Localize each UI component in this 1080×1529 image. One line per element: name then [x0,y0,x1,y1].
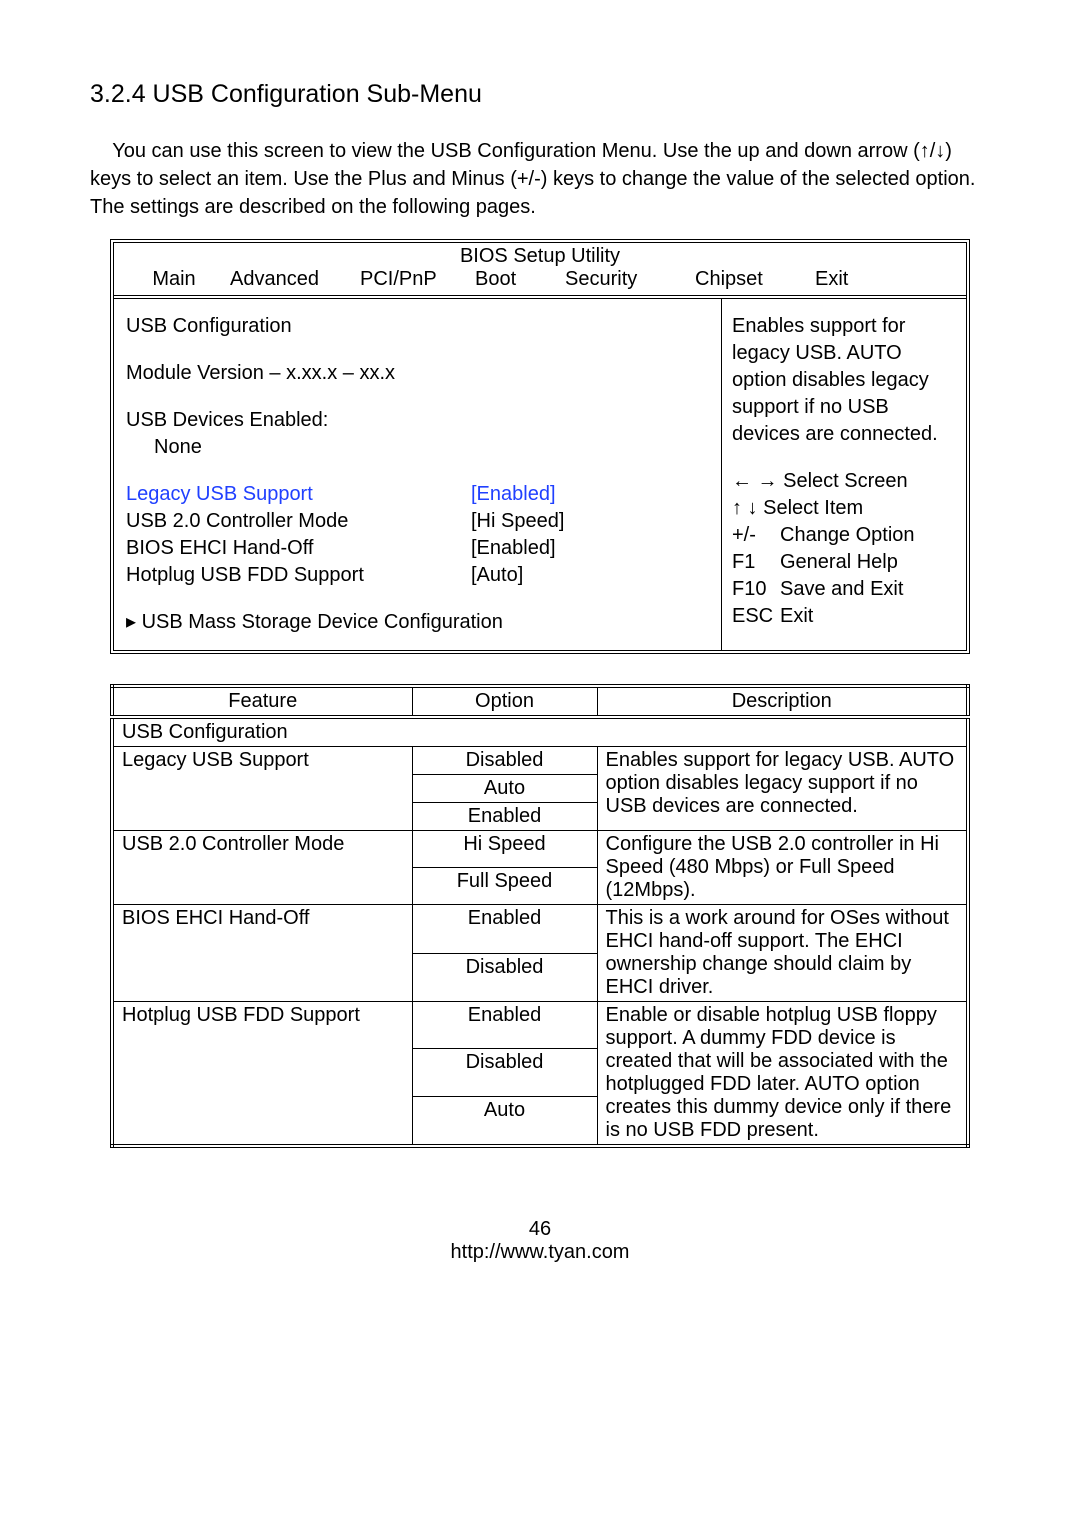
feature-table: Feature Option Description USB Configura… [110,684,970,1148]
setting-label: Legacy USB Support [126,481,471,508]
setting-value: [Hi Speed] [471,508,709,535]
intro-paragraph: You can use this screen to view the USB … [90,137,990,221]
feature-option: Disabled [412,1049,597,1096]
submenu-usb-mass-storage[interactable]: ▸ USB Mass Storage Device Configuration [126,609,709,636]
feature-name: Legacy USB Support [112,747,412,831]
bios-setting-row[interactable]: Legacy USB Support[Enabled] [126,481,709,508]
setting-value: [Enabled] [471,535,709,562]
bios-title: BIOS Setup Utility [114,243,966,268]
setting-value: [Auto] [471,562,709,589]
feature-name: BIOS EHCI Hand-Off [112,905,412,1002]
feature-option: Enabled [412,905,597,954]
feature-option: Auto [412,1096,597,1146]
page-number: 46 [90,1218,990,1241]
tab-exit[interactable]: Exit [809,268,869,291]
feature-name: Hotplug USB FDD Support [112,1002,412,1147]
page-footer: 46 http://www.tyan.com [90,1218,990,1264]
tab-security[interactable]: Security [559,268,689,291]
bios-help-pane: Enables support for legacy USB. AUTO opt… [721,299,966,650]
nav-select-item: ↑ ↓ Select Item [732,495,958,522]
feature-option: Hi Speed [412,831,597,868]
bios-setting-row[interactable]: USB 2.0 Controller Mode[Hi Speed] [126,508,709,535]
feature-description: Enables support for legacy USB. AUTO opt… [597,747,968,831]
help-text: Enables support for legacy USB. AUTO opt… [732,313,958,448]
feature-option: Disabled [412,953,597,1002]
tab-pcipnp[interactable]: PCI/PnP [354,268,469,291]
nav-key-help: F1 [732,549,780,576]
setting-label: Hotplug USB FDD Support [126,562,471,589]
feature-option: Disabled [412,747,597,775]
tab-advanced[interactable]: Advanced [224,268,354,291]
feature-option: Auto [412,775,597,803]
feature-option: Enabled [412,1002,597,1049]
col-header-option: Option [412,686,597,717]
tab-main[interactable]: Main [124,268,224,291]
feature-option: Full Speed [412,868,597,905]
nav-label-change: Change Option [780,522,915,549]
bios-setting-row[interactable]: Hotplug USB FDD Support[Auto] [126,562,709,589]
usb-devices-label: USB Devices Enabled: [126,407,709,434]
section-heading: 3.2.4 USB Configuration Sub-Menu [90,80,990,109]
nav-label-help: General Help [780,549,898,576]
nav-label-save: Save and Exit [780,576,903,603]
bios-tab-bar: Main Advanced PCI/PnP Boot Security Chip… [114,268,966,299]
feature-name: USB 2.0 Controller Mode [112,831,412,905]
nav-select-screen: ← → Select Screen [732,468,958,495]
module-version: Module Version – x.xx.x – xx.x [126,360,709,387]
nav-key-change: +/- [732,522,780,549]
feature-description: Enable or disable hotplug USB floppy sup… [597,1002,968,1147]
table-section-row: USB Configuration [112,717,968,747]
bios-left-pane: USB Configuration Module Version – x.xx.… [114,299,721,650]
setting-value: [Enabled] [471,481,709,508]
col-header-desc: Description [597,686,968,717]
bios-setup-box: BIOS Setup Utility Main Advanced PCI/PnP… [110,239,970,654]
bios-section-title: USB Configuration [126,313,709,340]
setting-label: BIOS EHCI Hand-Off [126,535,471,562]
feature-description: Configure the USB 2.0 controller in Hi S… [597,831,968,905]
usb-devices-value: None [126,434,709,461]
col-header-feature: Feature [112,686,412,717]
feature-option: Enabled [412,803,597,831]
bios-setting-row[interactable]: BIOS EHCI Hand-Off[Enabled] [126,535,709,562]
nav-key-exit: ESC [732,603,780,630]
tab-boot[interactable]: Boot [469,268,559,291]
setting-label: USB 2.0 Controller Mode [126,508,471,535]
footer-url[interactable]: http://www.tyan.com [451,1241,630,1263]
feature-description: This is a work around for OSes without E… [597,905,968,1002]
nav-label-exit: Exit [780,603,813,630]
tab-chipset[interactable]: Chipset [689,268,809,291]
nav-key-save: F10 [732,576,780,603]
